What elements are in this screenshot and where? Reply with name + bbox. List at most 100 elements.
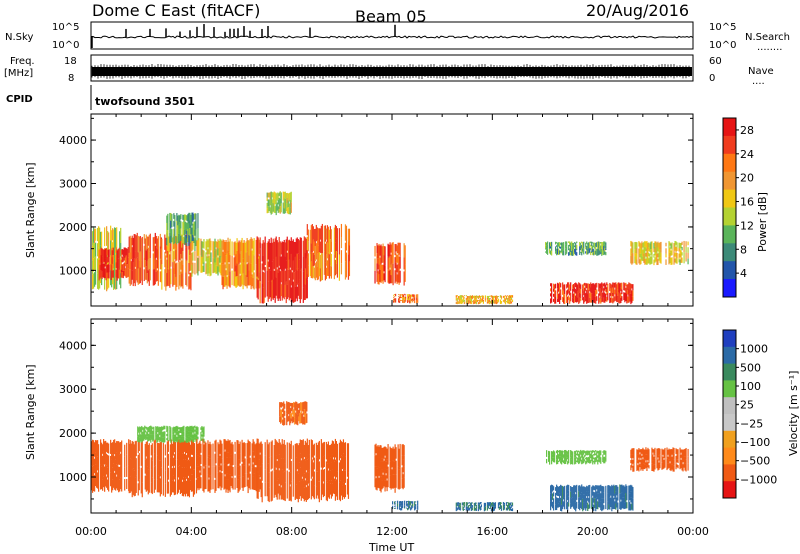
data-cell [221, 443, 223, 459]
data-cell [124, 268, 126, 277]
data-cell [205, 241, 207, 251]
data-cell [591, 250, 593, 253]
data-cell [578, 293, 580, 304]
data-cell [659, 459, 661, 465]
data-cell [461, 295, 463, 298]
data-cell [312, 479, 314, 498]
data-cell [340, 441, 343, 456]
data-cell [563, 454, 565, 458]
data-cell [547, 241, 549, 245]
data-cell [275, 440, 277, 456]
data-cell [553, 498, 555, 505]
data-cell [575, 242, 577, 250]
data-cell [584, 454, 586, 458]
data-cell [226, 457, 228, 474]
data-cell [160, 434, 162, 438]
data-cell [374, 478, 376, 488]
data-cell [248, 465, 250, 489]
data-cell [675, 463, 677, 470]
data-cell [383, 446, 385, 459]
data-cell [659, 257, 661, 263]
data-cell [551, 455, 553, 460]
data-cell [639, 253, 641, 258]
data-cell [92, 274, 94, 290]
data-cell [223, 451, 225, 465]
data-cell [626, 294, 628, 304]
data-cell [383, 460, 385, 475]
data-cell [201, 241, 203, 257]
data-cell [288, 401, 290, 410]
data-cell [390, 254, 392, 265]
data-cell [568, 244, 570, 249]
data-region [630, 240, 689, 266]
data-cell [634, 242, 636, 250]
colorbar-tick-label: 500 [740, 361, 761, 374]
data-cell [593, 252, 595, 256]
data-cell [569, 241, 571, 245]
data-cell [310, 460, 312, 479]
data-cell [458, 504, 460, 507]
data-cell [395, 293, 397, 297]
data-cell [298, 403, 300, 409]
data-cell [554, 451, 556, 458]
data-cell [103, 451, 105, 465]
data-cell [402, 294, 404, 297]
data-cell [243, 465, 245, 488]
data-cell [676, 247, 678, 252]
data-cell [578, 460, 580, 465]
data-cell [193, 469, 196, 495]
data-cell [105, 440, 107, 465]
data-cell [137, 252, 139, 269]
data-cell [330, 253, 332, 267]
data-cell [189, 468, 192, 481]
data-cell [131, 469, 133, 498]
data-cell [197, 257, 199, 276]
data-cell [463, 297, 465, 299]
data-cell [599, 297, 601, 303]
data-cell [405, 294, 407, 296]
data-cell [261, 463, 263, 481]
data-cell [206, 256, 208, 274]
data-cell [632, 498, 634, 511]
data-cell [561, 498, 563, 505]
data-cell [176, 431, 178, 435]
data-cell [166, 425, 168, 430]
x-axis: 00:00 04:00 08:00 12:00 16:00 20:00 00:00 [75, 114, 709, 538]
data-cell [282, 472, 284, 488]
data-cell [140, 260, 142, 281]
data-cell [186, 438, 188, 443]
data-cell [643, 456, 645, 464]
data-cell [604, 292, 606, 303]
data-cell [264, 442, 266, 456]
data-cell [505, 295, 508, 299]
data-cell [151, 443, 153, 461]
data-cell [404, 507, 406, 509]
data-cell [279, 191, 281, 199]
data-cell [120, 453, 122, 466]
data-cell [92, 260, 94, 275]
data-cell [470, 502, 472, 507]
data-region [545, 241, 607, 256]
data-cell [179, 467, 181, 495]
data-cell [281, 270, 283, 301]
data-cell [563, 297, 565, 304]
data-cell [334, 259, 337, 276]
data-cell [153, 440, 155, 454]
data-cell [405, 300, 407, 302]
data-cell [644, 246, 646, 253]
data-cell [280, 256, 282, 271]
data-cell [574, 292, 576, 298]
data-cell [647, 256, 649, 264]
data-cell [104, 227, 106, 247]
data-cell [100, 262, 102, 271]
data-cell [344, 261, 347, 280]
data-region [546, 449, 607, 465]
data-cell [177, 439, 179, 453]
data-cell [662, 449, 664, 455]
data-cell [626, 502, 628, 509]
data-cell [603, 486, 605, 493]
data-cell [657, 459, 659, 471]
data-cell [238, 443, 240, 460]
data-cell [315, 486, 317, 499]
data-cell [291, 413, 293, 419]
